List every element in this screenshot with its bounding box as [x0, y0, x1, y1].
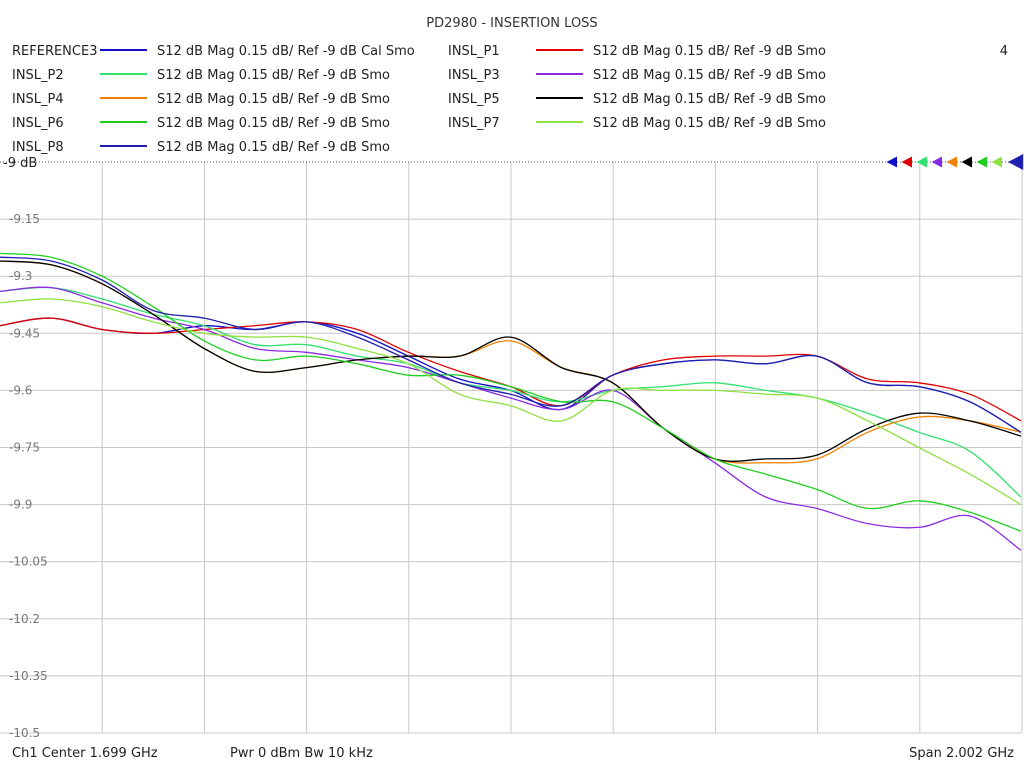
series-lines: [0, 252, 1022, 551]
legend-series-desc: S12 dB Mag 0.15 dB/ Ref -9 dB Cal Smo: [157, 44, 415, 59]
grid: -9 dB: [0, 156, 1023, 734]
legend: REFERENCE3 S12 dB Mag 0.15 dB/ Ref -9 dB …: [12, 44, 826, 155]
legend-series-desc: S12 dB Mag 0.15 dB/ Ref -9 dB Smo: [593, 116, 826, 131]
legend-series-name: INSL_P7: [448, 116, 500, 131]
reference-marker: [901, 156, 912, 168]
footer-power-bw: Pwr 0 dBm Bw 10 kHz: [230, 746, 373, 761]
legend-series-name: INSL_P8: [12, 140, 64, 155]
legend-series-name: INSL_P6: [12, 116, 64, 131]
legend-series-desc: S12 dB Mag 0.15 dB/ Ref -9 dB Smo: [157, 116, 390, 131]
reference-marker: [916, 156, 927, 168]
reference-marker: [1008, 154, 1024, 170]
y-tick-label: -9.45: [9, 326, 40, 340]
reference-marker: [991, 156, 1002, 168]
series-line: [0, 298, 1022, 506]
series-line: [0, 256, 1022, 433]
footer-span: Span 2.002 GHz: [909, 746, 1014, 761]
series-line: [0, 286, 1022, 551]
reference-marker: [946, 156, 957, 168]
footer-center: Ch1 Center 1.699 GHz: [12, 746, 158, 761]
reference-marker: [931, 156, 942, 168]
chart-title: PD2980 - INSERTION LOSS: [426, 16, 597, 31]
reference-marker: [961, 156, 972, 168]
y-tick-label: -10.05: [9, 555, 48, 569]
reference-markers: [886, 154, 1024, 170]
y-tick-label: -10.35: [9, 669, 48, 683]
y-tick-label: -10.2: [9, 612, 40, 626]
reference-label: -9 dB: [3, 156, 37, 171]
y-tick-label: -10.5: [9, 726, 40, 740]
y-tick-label: -9.75: [9, 441, 40, 455]
legend-series-name: INSL_P5: [448, 92, 500, 107]
reference-marker: [886, 156, 897, 168]
legend-series-name: INSL_P2: [12, 68, 64, 83]
legend-series-desc: S12 dB Mag 0.15 dB/ Ref -9 dB Smo: [593, 92, 826, 107]
legend-series-name: INSL_P1: [448, 44, 500, 59]
y-tick-label: -9.15: [9, 212, 40, 226]
series-line: [0, 260, 1022, 462]
y-tick-labels: -9.15 -9.3 -9.45 -9.6 -9.75 -9.9 -10.05 -10.2 -1…: [9, 212, 48, 740]
legend-series-desc: S12 dB Mag 0.15 dB/ Ref -9 dB Smo: [157, 140, 390, 155]
y-tick-label: -9.9: [9, 498, 32, 512]
legend-series-desc: S12 dB Mag 0.15 dB/ Ref -9 dB Smo: [157, 68, 390, 83]
series-line: [0, 252, 1022, 532]
legend-series-desc: S12 dB Mag 0.15 dB/ Ref -9 dB Smo: [593, 44, 826, 59]
channel-number: 4: [1000, 44, 1008, 59]
legend-series-name: REFERENCE3: [12, 44, 97, 59]
reference-marker: [976, 156, 987, 168]
legend-series-desc: S12 dB Mag 0.15 dB/ Ref -9 dB Smo: [157, 92, 390, 107]
y-tick-label: -9.6: [9, 383, 32, 397]
legend-series-name: INSL_P3: [448, 68, 500, 83]
y-tick-label: -9.3: [9, 269, 32, 283]
legend-series-name: INSL_P4: [12, 92, 64, 107]
legend-series-desc: S12 dB Mag 0.15 dB/ Ref -9 dB Smo: [593, 68, 826, 83]
